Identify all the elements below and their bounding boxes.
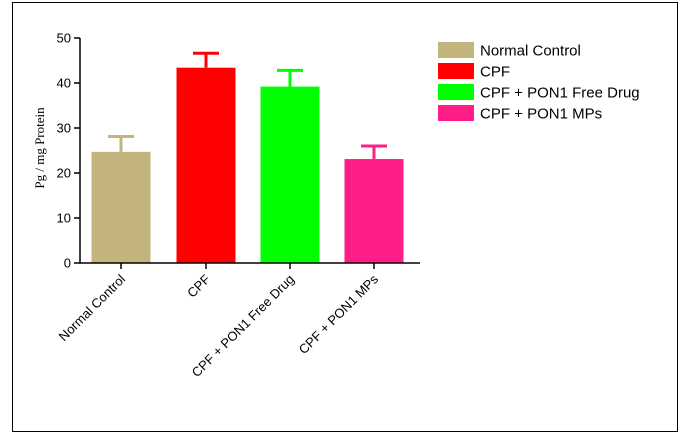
legend-label: CPF + PON1 Free Drug <box>480 85 640 102</box>
legend-label: Normal Control <box>480 43 581 60</box>
x-tick-label: CPF + PON1 MPs <box>296 271 382 357</box>
legend: Normal Control CPF CPF + PON1 Free Drug CPF… <box>438 42 640 123</box>
y-axis-label: Pg / mg Protein <box>32 107 47 189</box>
y-tick-label: 30 <box>57 121 71 136</box>
x-tick-label: CPF <box>184 271 213 300</box>
legend-swatch <box>438 42 474 58</box>
legend-swatch <box>438 63 474 79</box>
legend-swatch <box>438 105 474 121</box>
y-tick-label: 50 <box>57 31 71 46</box>
legend-label: CPF <box>480 64 510 81</box>
x-tick-label: Normal Control <box>56 271 128 343</box>
legend-swatch <box>438 84 474 100</box>
y-tick-label: 20 <box>57 166 71 181</box>
bar <box>260 86 320 263</box>
y-tick-label: 40 <box>57 76 71 91</box>
y-tick-label: 0 <box>64 256 71 271</box>
bar <box>344 159 404 263</box>
bar-chart: Pg / mg Protein 0 10 20 30 40 50 Normal Contro… <box>32 31 640 380</box>
bar <box>176 67 236 263</box>
bar <box>91 151 151 263</box>
y-tick-label: 10 <box>57 211 71 226</box>
legend-label: CPF + PON1 MPs <box>480 106 602 123</box>
